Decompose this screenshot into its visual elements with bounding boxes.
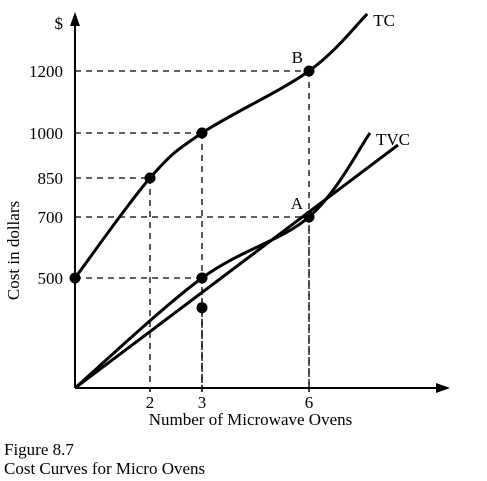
x-axis-arrow bbox=[436, 383, 450, 393]
point-label-b: B bbox=[292, 48, 303, 67]
y-tick-label: 1000 bbox=[29, 124, 63, 143]
data-point bbox=[196, 127, 208, 139]
y-tick-label: 700 bbox=[38, 208, 64, 227]
tvc-label: TVC bbox=[376, 130, 410, 149]
data-point bbox=[196, 272, 208, 284]
data-point-markers bbox=[69, 65, 315, 314]
chart-labels: TC TVC 2 3 6 500 700 850 1000 1200 $ Number of Micr… bbox=[4, 11, 410, 429]
data-point bbox=[303, 211, 315, 223]
dashed-guide-lines bbox=[75, 70, 310, 388]
y-tick-label: 1200 bbox=[29, 62, 63, 81]
data-point bbox=[69, 272, 81, 284]
tc-curve bbox=[73, 12, 369, 279]
data-point bbox=[144, 172, 156, 184]
tc-label: TC bbox=[373, 11, 395, 30]
figure-caption: Cost Curves for Micro Ovens bbox=[4, 459, 206, 478]
y-tick-label: 500 bbox=[38, 269, 64, 288]
figure-number: Figure 8.7 bbox=[4, 440, 74, 459]
y-axis-title: Cost in dollars bbox=[4, 201, 23, 300]
x-tick-label: 2 bbox=[146, 393, 155, 412]
x-tick-label: 6 bbox=[305, 393, 314, 412]
point-label-a: A bbox=[291, 194, 304, 213]
data-point bbox=[196, 302, 208, 314]
axes bbox=[70, 12, 450, 393]
x-tick-label: 3 bbox=[198, 393, 207, 412]
tvc-curve bbox=[74, 132, 372, 390]
y-axis-arrow bbox=[70, 12, 80, 26]
curves bbox=[73, 12, 399, 390]
y-unit-label: $ bbox=[55, 14, 64, 33]
linear-cost-line bbox=[74, 143, 399, 390]
data-point bbox=[303, 65, 315, 77]
x-axis-title: Number of Microwave Ovens bbox=[149, 410, 352, 429]
y-tick-label: 850 bbox=[38, 169, 64, 188]
